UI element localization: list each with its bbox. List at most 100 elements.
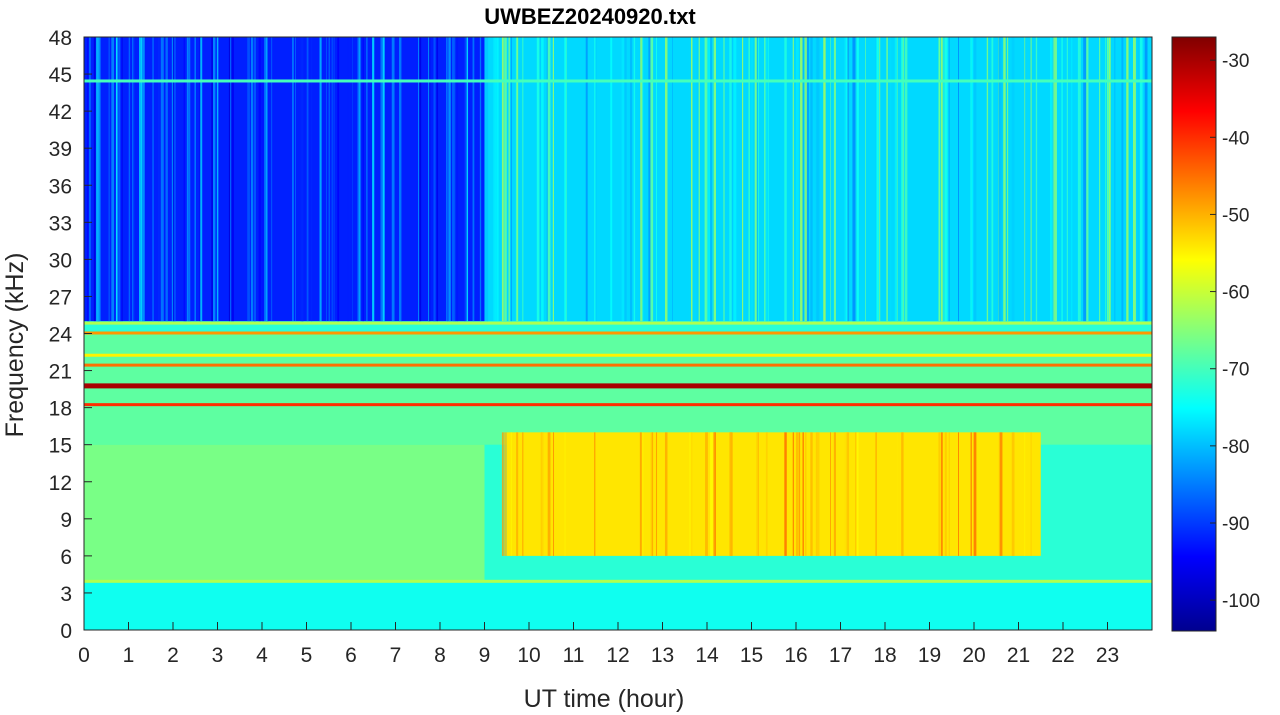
texture-streak	[141, 37, 145, 322]
texture-streak	[263, 37, 266, 322]
texture-streak	[1050, 37, 1052, 322]
texture-streak	[1137, 37, 1140, 322]
x-tick-label: 7	[390, 644, 402, 667]
colorbar-tick-label: -30	[1222, 51, 1249, 72]
texture-streak	[756, 432, 759, 556]
texture-streak	[391, 37, 395, 322]
texture-streak	[504, 432, 507, 556]
y-tick-label: 18	[49, 398, 72, 421]
texture-streak	[707, 37, 711, 322]
texture-streak	[258, 37, 262, 322]
texture-streak	[173, 37, 176, 322]
texture-streak	[896, 432, 898, 556]
texture-streak	[689, 37, 691, 322]
texture-streak	[553, 37, 554, 322]
narrowband-line-0	[84, 383, 1152, 389]
colorbar-tick-label: -100	[1222, 591, 1260, 612]
texture-streak	[183, 37, 187, 322]
texture-streak	[621, 37, 625, 322]
texture-streak	[973, 432, 977, 556]
texture-streak	[1024, 37, 1026, 322]
colorbar-tick-label: -50	[1222, 205, 1249, 226]
texture-streak	[398, 37, 402, 322]
texture-streak	[160, 37, 164, 322]
narrowband-line-3	[84, 353, 1152, 357]
texture-streak	[541, 37, 544, 322]
texture-streak	[815, 432, 818, 556]
texture-streak	[1071, 37, 1073, 322]
texture-streak	[452, 37, 456, 322]
texture-streak	[1054, 37, 1057, 322]
texture-streak	[799, 432, 801, 556]
texture-streak	[958, 432, 960, 556]
texture-streak	[1121, 37, 1124, 322]
texture-streak	[943, 37, 945, 322]
texture-streak	[212, 37, 216, 322]
texture-streak	[1027, 37, 1029, 322]
texture-streak	[133, 37, 135, 322]
texture-streak	[501, 37, 504, 322]
texture-streak	[108, 37, 110, 322]
texture-streak	[639, 432, 642, 556]
y-tick-label: 15	[49, 435, 72, 458]
texture-streak	[553, 432, 554, 556]
texture-streak	[522, 37, 524, 322]
texture-streak	[596, 37, 597, 322]
x-tick-label: 0	[78, 644, 90, 667]
texture-streak	[352, 37, 353, 322]
texture-streak	[754, 37, 757, 322]
texture-streak	[541, 432, 544, 556]
texture-streak	[536, 37, 539, 322]
texture-streak	[810, 432, 813, 556]
texture-streak	[516, 432, 519, 556]
texture-streak	[247, 37, 250, 322]
texture-streak	[816, 432, 820, 556]
texture-streak	[764, 37, 766, 322]
texture-streak	[522, 432, 524, 556]
texture-streak	[380, 37, 383, 322]
texture-streak	[856, 432, 859, 556]
texture-streak	[758, 37, 759, 322]
texture-streak	[200, 37, 203, 322]
texture-streak	[799, 37, 801, 322]
texture-streak	[158, 37, 159, 322]
texture-streak	[347, 37, 349, 322]
x-tick-label: 20	[962, 644, 985, 667]
narrowband-line-7	[84, 579, 1152, 583]
texture-streak	[96, 37, 99, 322]
texture-streak	[466, 37, 469, 322]
texture-streak	[516, 37, 519, 322]
texture-streak	[756, 37, 759, 322]
texture-streak	[172, 37, 175, 322]
y-axis-label: Frequency (kHz)	[1, 253, 29, 438]
texture-streak	[689, 432, 691, 556]
texture-streak	[886, 37, 888, 322]
texture-streak	[714, 432, 716, 556]
texture-streak	[973, 37, 977, 322]
texture-streak	[650, 37, 652, 322]
texture-streak	[433, 37, 436, 322]
texture-streak	[311, 37, 313, 322]
x-tick-label: 16	[784, 644, 807, 667]
x-tick-label: 5	[301, 644, 313, 667]
texture-streak	[802, 432, 804, 556]
x-tick-label: 17	[829, 644, 852, 667]
texture-streak	[496, 37, 499, 322]
texture-streak	[319, 37, 322, 322]
texture-streak	[856, 37, 859, 322]
texture-streak	[970, 37, 974, 322]
texture-streak	[640, 37, 643, 322]
spectrogram-region-2	[84, 333, 1152, 445]
texture-streak	[510, 37, 512, 322]
texture-streak	[447, 37, 448, 322]
texture-streak	[1011, 37, 1015, 322]
x-tick-label: 14	[695, 644, 719, 667]
texture-streak	[710, 37, 713, 322]
texture-streak	[633, 37, 636, 322]
texture-streak	[705, 432, 708, 556]
texture-streak	[691, 432, 693, 556]
texture-streak	[823, 37, 826, 322]
texture-streak	[750, 37, 753, 322]
texture-streak	[712, 37, 713, 322]
spectrogram-streaks	[87, 37, 1148, 556]
